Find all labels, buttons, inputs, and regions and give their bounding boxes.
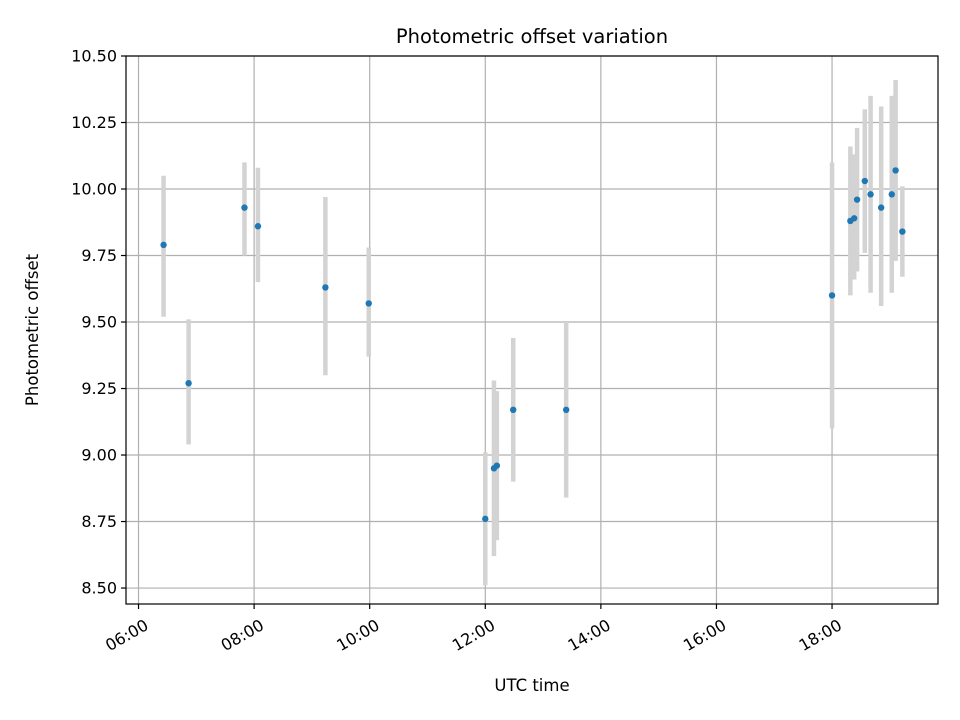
data-point	[510, 406, 517, 414]
x-tick-label: 10:00	[333, 615, 382, 655]
x-tick-label: 08:00	[218, 615, 267, 655]
x-tick-label: 06:00	[102, 615, 151, 655]
data-point	[365, 300, 372, 307]
data-point	[850, 215, 858, 222]
y-tick-label: 9.00	[81, 446, 117, 465]
data-point	[828, 292, 836, 299]
x-tick-label: 14:00	[564, 615, 613, 655]
data-point	[241, 204, 248, 211]
y-tick-label: 9.75	[81, 246, 117, 265]
grid	[126, 55, 938, 604]
x-axis-label: UTC time	[494, 676, 569, 695]
data-point	[254, 223, 262, 230]
data-point	[562, 406, 570, 414]
data-point	[853, 196, 861, 203]
data-point	[322, 284, 329, 291]
x-tick-label: 12:00	[449, 615, 498, 655]
data-point	[493, 462, 501, 469]
data-point	[482, 515, 489, 523]
data-point	[888, 191, 895, 198]
data-point	[867, 191, 874, 198]
data-point	[861, 177, 868, 185]
data-points	[160, 167, 906, 523]
error-bars	[161, 79, 905, 586]
y-tick-label: 8.75	[81, 512, 117, 531]
y-tick-label: 9.50	[81, 313, 117, 332]
data-point	[185, 380, 192, 387]
x-tick-label: 16:00	[680, 615, 729, 655]
data-point	[899, 228, 906, 235]
chart-title: Photometric offset variation	[396, 25, 668, 48]
y-tick-label: 8.50	[81, 579, 117, 598]
data-point	[877, 204, 885, 211]
y-tick-label: 9.25	[81, 379, 117, 398]
data-point	[892, 167, 899, 174]
y-tick-label: 10.50	[71, 47, 117, 66]
y-tick-label: 10.00	[71, 180, 117, 199]
x-tick-label: 18:00	[796, 615, 845, 655]
y-axis-label: Photometric offset	[23, 253, 42, 406]
data-point	[160, 241, 167, 249]
plot-frame	[125, 55, 939, 605]
y-tick-label: 10.25	[71, 113, 117, 132]
